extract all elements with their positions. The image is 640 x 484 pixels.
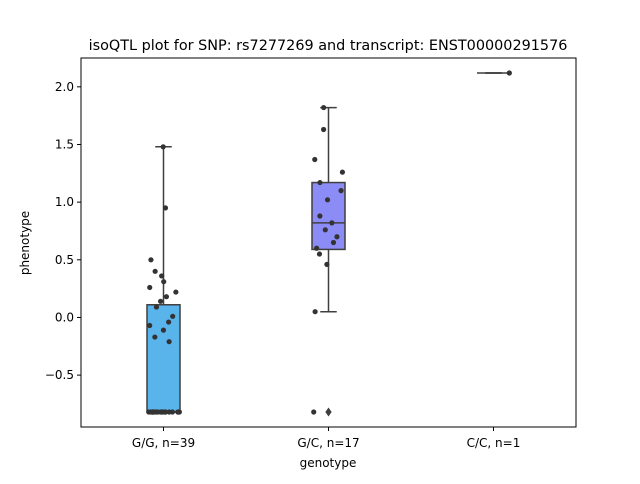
data-point [314, 245, 320, 251]
data-point [160, 327, 167, 333]
data-point [312, 309, 318, 315]
data-point [159, 273, 165, 279]
box-group [146, 144, 182, 415]
box-group [477, 70, 512, 76]
data-point [334, 234, 340, 240]
data-point [166, 339, 172, 345]
data-point [170, 313, 176, 319]
data-point [312, 156, 318, 163]
box-group [311, 104, 346, 417]
data-point [166, 319, 172, 325]
data-point [321, 126, 327, 133]
data-point [322, 227, 328, 233]
outlier-marker [325, 407, 332, 417]
data-point [330, 239, 337, 246]
data-point [147, 284, 153, 291]
data-point [311, 409, 317, 415]
y-tick-label: −0.5 [45, 368, 74, 382]
y-tick-label: 2.0 [55, 80, 74, 94]
data-point [506, 70, 512, 76]
box [146, 304, 181, 413]
y-tick-label: 1.5 [55, 137, 74, 151]
data-point [148, 257, 154, 263]
data-point [317, 213, 323, 219]
data-point [321, 104, 327, 111]
data-point [339, 169, 346, 175]
data-point [155, 409, 161, 415]
data-point [316, 251, 323, 257]
data-point [160, 144, 166, 150]
x-tick-label: G/C, n=17 [297, 436, 359, 450]
data-point [152, 334, 158, 340]
data-point [329, 220, 335, 226]
y-tick-label: 1.0 [55, 195, 74, 209]
plot-area [146, 70, 512, 417]
x-axis: G/G, n=39 G/C, n=17 C/C, n=1 [132, 427, 520, 450]
data-point [153, 304, 160, 310]
data-point [162, 205, 169, 211]
data-point [176, 409, 182, 415]
chart-title: isoQTL plot for SNP: rs7277269 and trans… [89, 38, 568, 54]
data-point [152, 268, 158, 274]
y-axis: −0.5 0.0 0.5 1.0 1.5 2.0 [45, 80, 81, 382]
data-point [169, 409, 176, 415]
data-point [324, 197, 331, 203]
y-tick-label: 0.5 [55, 253, 74, 267]
y-axis-label: phenotype [18, 211, 32, 275]
x-axis-label: genotype [300, 456, 357, 470]
data-point [147, 322, 153, 329]
data-point [338, 188, 344, 194]
data-point [161, 279, 167, 285]
data-point [157, 298, 164, 304]
data-point [149, 409, 155, 415]
data-point [324, 261, 330, 268]
x-tick-label: G/G, n=39 [132, 436, 195, 450]
x-tick-label: C/C, n=1 [467, 436, 521, 450]
data-point [162, 409, 168, 415]
data-point [317, 179, 323, 186]
data-point [173, 289, 179, 295]
y-tick-label: 0.0 [55, 310, 74, 324]
data-point [163, 294, 170, 300]
